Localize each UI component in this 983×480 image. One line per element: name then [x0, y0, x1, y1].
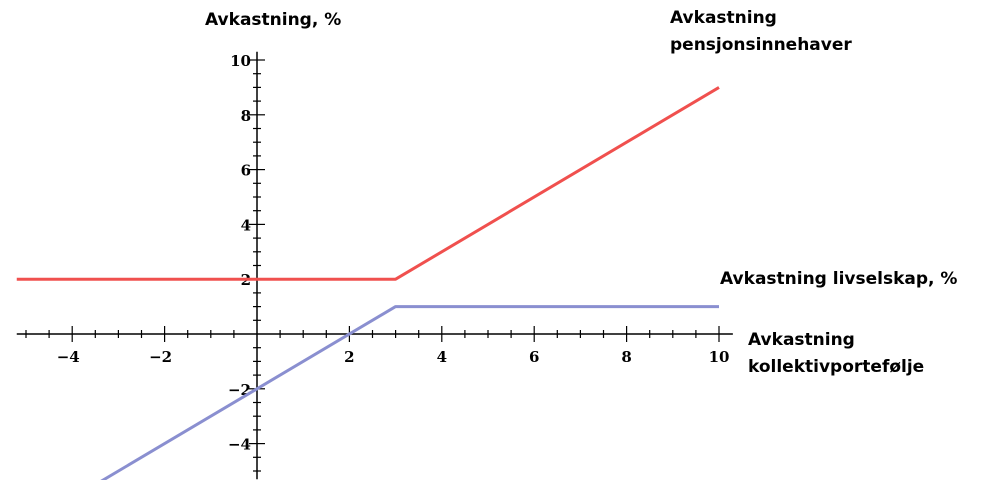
y-tick-label: 4	[241, 216, 251, 234]
y-tick-label: 6	[241, 162, 251, 180]
y-tick-label: 10	[230, 52, 251, 70]
x-tick-label: 10	[709, 348, 730, 366]
x-axis-label-line: kollektivportefølje	[748, 357, 924, 377]
y-axis-label: Avkastning, %	[205, 10, 341, 30]
series-label-2: Avkastning livselskap, %	[720, 269, 957, 289]
series-layer	[16, 86, 720, 480]
x-tick-label: −4	[57, 348, 80, 366]
series-label-1: pensjonsinnehaver	[670, 35, 852, 55]
y-tick-label: 8	[241, 107, 251, 125]
series-label-1: Avkastning	[670, 8, 777, 28]
x-tick-label: −2	[149, 348, 172, 366]
series-line-2	[100, 305, 719, 480]
series-line-1	[16, 86, 720, 281]
x-tick-label: 6	[529, 348, 539, 366]
x-axis-label-line: Avkastning	[748, 330, 855, 350]
y-tick-label: −4	[228, 436, 251, 454]
labels-layer: Avkastning, % Avkastning kollektivporteføl…	[205, 8, 957, 377]
x-tick-label: 8	[621, 348, 631, 366]
x-tick-label: 4	[437, 348, 447, 366]
x-tick-label: 2	[344, 348, 354, 366]
